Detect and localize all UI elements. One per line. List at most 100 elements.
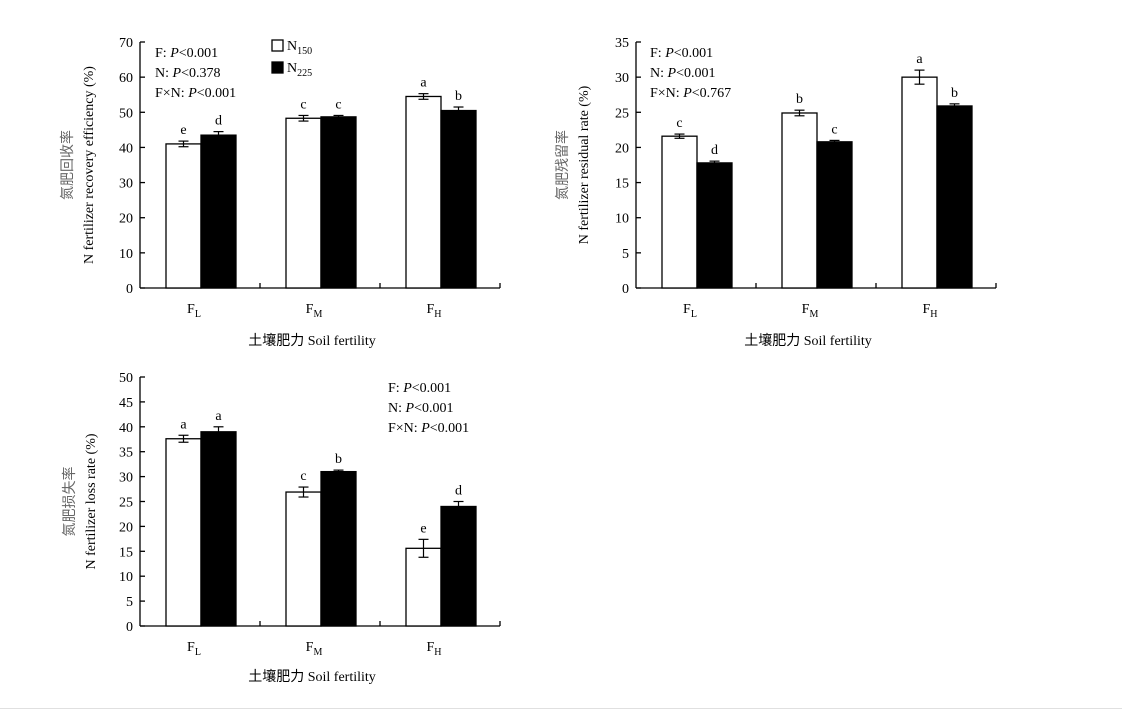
- x-tick-label: FL: [187, 640, 201, 658]
- y-tick-label: 20: [119, 520, 133, 535]
- stats-factor: F:: [155, 46, 170, 61]
- x-tick-subscript: H: [434, 647, 441, 658]
- y-tick-label: 50: [119, 106, 133, 121]
- significance-letter: b: [796, 92, 803, 107]
- stats-line: F×N: P<0.001: [155, 86, 236, 101]
- stats-line: F: P<0.001: [155, 46, 218, 61]
- x-tick-label: FL: [187, 302, 201, 320]
- legend-subscript: 150: [297, 46, 312, 57]
- bar-N225: [816, 141, 853, 289]
- x-tick-label: FM: [306, 302, 323, 320]
- stats-p: P: [405, 401, 415, 416]
- stats-value: <0.001: [179, 46, 218, 61]
- bar-N225: [936, 105, 973, 289]
- bar-N225: [320, 470, 357, 627]
- bar-N225: [696, 162, 733, 289]
- y-tick-label: 5: [622, 247, 629, 262]
- significance-letter: a: [215, 409, 222, 424]
- bar-N225: [320, 116, 357, 289]
- bar-N150: [405, 547, 442, 627]
- stats-p: P: [402, 381, 412, 396]
- x-tick-subscript: L: [691, 309, 697, 320]
- y-tick-label: 10: [615, 212, 629, 227]
- x-tick-subscript: H: [930, 309, 937, 320]
- legend-name: N: [287, 61, 297, 76]
- x-tick-subscript: H: [434, 309, 441, 320]
- stats-line: F: P<0.001: [650, 46, 713, 61]
- stats-factor: F:: [650, 46, 665, 61]
- stats-p: P: [172, 66, 182, 81]
- x-tick-base: F: [426, 640, 434, 655]
- y-axis-label-en: N fertilizer loss rate (%): [84, 433, 99, 569]
- bar-N150: [165, 438, 202, 627]
- x-axis-label: 土壤肥力 Soil fertility: [248, 668, 376, 685]
- x-tick-label: FL: [683, 302, 697, 320]
- stats-line: F×N: P<0.001: [388, 421, 469, 436]
- x-tick-subscript: M: [313, 309, 322, 320]
- x-tick-subscript: L: [195, 309, 201, 320]
- y-tick-label: 70: [119, 36, 133, 51]
- legend-swatch: [271, 39, 284, 52]
- y-tick-label: 40: [119, 421, 133, 436]
- significance-letter: c: [335, 97, 341, 112]
- significance-letter: b: [335, 452, 342, 467]
- significance-letter: d: [711, 143, 718, 158]
- legend-swatch: [271, 61, 284, 74]
- significance-letter: e: [420, 521, 426, 536]
- bar-N225: [440, 505, 477, 627]
- stats-value: <0.001: [414, 401, 453, 416]
- y-tick-label: 15: [119, 545, 133, 560]
- significance-letter: e: [180, 123, 186, 138]
- y-tick-label: 0: [126, 620, 133, 635]
- bar-N225: [440, 109, 477, 289]
- significance-letter: b: [455, 89, 462, 104]
- stats-p: P: [664, 46, 674, 61]
- significance-letter: d: [215, 114, 222, 129]
- x-tick-label: FH: [426, 640, 441, 658]
- y-tick-label: 50: [119, 371, 133, 386]
- stats-value: <0.001: [197, 86, 236, 101]
- bar-N150: [165, 143, 202, 289]
- significance-letter: b: [951, 86, 958, 101]
- y-tick-label: 60: [119, 71, 133, 86]
- legend-name: N: [287, 39, 297, 54]
- stats-line: F×N: P<0.767: [650, 86, 731, 101]
- x-tick-base: F: [802, 302, 810, 317]
- significance-letter: c: [300, 469, 306, 484]
- y-tick-label: 40: [119, 141, 133, 156]
- x-tick-label: FH: [426, 302, 441, 320]
- stats-p: P: [420, 421, 430, 436]
- stats-value: <0.001: [430, 421, 469, 436]
- bar-N150: [781, 112, 818, 289]
- significance-letter: c: [676, 116, 682, 131]
- x-tick-base: F: [683, 302, 691, 317]
- y-tick-label: 20: [119, 212, 133, 227]
- bottom-rule: [0, 708, 1122, 709]
- significance-letter: c: [300, 97, 306, 112]
- x-tick-subscript: M: [809, 309, 818, 320]
- y-axis-label-cn: 氮肥残留率: [554, 130, 571, 200]
- stats-value: <0.001: [412, 381, 451, 396]
- x-tick-label: FM: [306, 640, 323, 658]
- y-axis-label-cn: 氮肥损失率: [61, 467, 78, 537]
- x-tick-base: F: [922, 302, 930, 317]
- stats-factor: N:: [388, 401, 406, 416]
- y-tick-label: 0: [126, 282, 133, 297]
- x-axis-label: 土壤肥力 Soil fertility: [248, 332, 376, 349]
- bar-N150: [661, 135, 698, 289]
- stats-p: P: [667, 66, 677, 81]
- bar-N225: [200, 431, 237, 627]
- stats-line: F: P<0.001: [388, 381, 451, 396]
- y-axis-label-en: N fertilizer recovery efficiency (%): [82, 66, 97, 264]
- stats-factor: F×N:: [388, 421, 421, 436]
- y-tick-label: 10: [119, 570, 133, 585]
- x-tick-base: F: [306, 302, 314, 317]
- x-tick-base: F: [187, 302, 195, 317]
- significance-letter: c: [831, 122, 837, 137]
- y-tick-label: 20: [615, 141, 629, 156]
- stats-value: <0.001: [676, 66, 715, 81]
- y-axis-label-cn: 氮肥回收率: [59, 130, 76, 200]
